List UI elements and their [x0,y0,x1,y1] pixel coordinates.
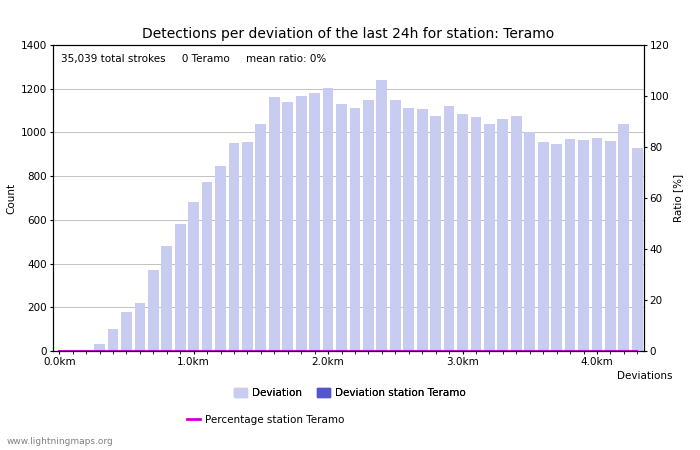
Bar [121,312,132,351]
Bar [108,329,118,351]
Y-axis label: Ratio [%]: Ratio [%] [673,174,683,222]
Bar [457,114,468,351]
Bar [148,270,159,351]
Bar [565,139,575,351]
Bar [134,303,146,351]
Bar [484,124,495,351]
Bar [551,144,562,351]
Bar [632,148,643,351]
Bar [538,142,549,351]
Y-axis label: Count: Count [6,182,17,214]
Bar [403,108,414,351]
Bar [80,350,92,351]
Bar [377,80,387,351]
Text: 35,039 total strokes     0 Teramo     mean ratio: 0%: 35,039 total strokes 0 Teramo mean ratio… [62,54,327,64]
Bar [363,99,374,351]
Bar [94,344,105,351]
Bar [215,166,226,351]
Bar [202,182,213,351]
Bar [430,116,441,351]
Text: Deviations: Deviations [617,371,672,381]
Bar [349,108,360,351]
Legend: Deviation, Deviation station Teramo: Deviation, Deviation station Teramo [230,384,470,402]
Bar [269,98,280,351]
Bar [619,124,629,351]
Bar [511,116,522,351]
Bar [390,99,400,351]
Bar [416,109,428,351]
Text: www.lightningmaps.org: www.lightningmaps.org [7,436,113,446]
Bar [229,144,239,351]
Title: Detections per deviation of the last 24h for station: Teramo: Detections per deviation of the last 24h… [142,27,554,41]
Bar [578,140,589,351]
Bar [188,202,199,351]
Bar [67,350,78,351]
Bar [282,102,293,351]
Bar [296,96,307,351]
Bar [470,117,482,351]
Bar [162,246,172,351]
Bar [592,138,602,351]
Bar [256,124,266,351]
Legend: Percentage station Teramo: Percentage station Teramo [183,411,349,429]
Bar [309,93,320,351]
Bar [336,104,347,351]
Bar [444,106,454,351]
Bar [605,141,616,351]
Bar [498,119,508,351]
Bar [242,142,253,351]
Bar [524,132,535,351]
Bar [175,224,186,351]
Bar [323,88,333,351]
